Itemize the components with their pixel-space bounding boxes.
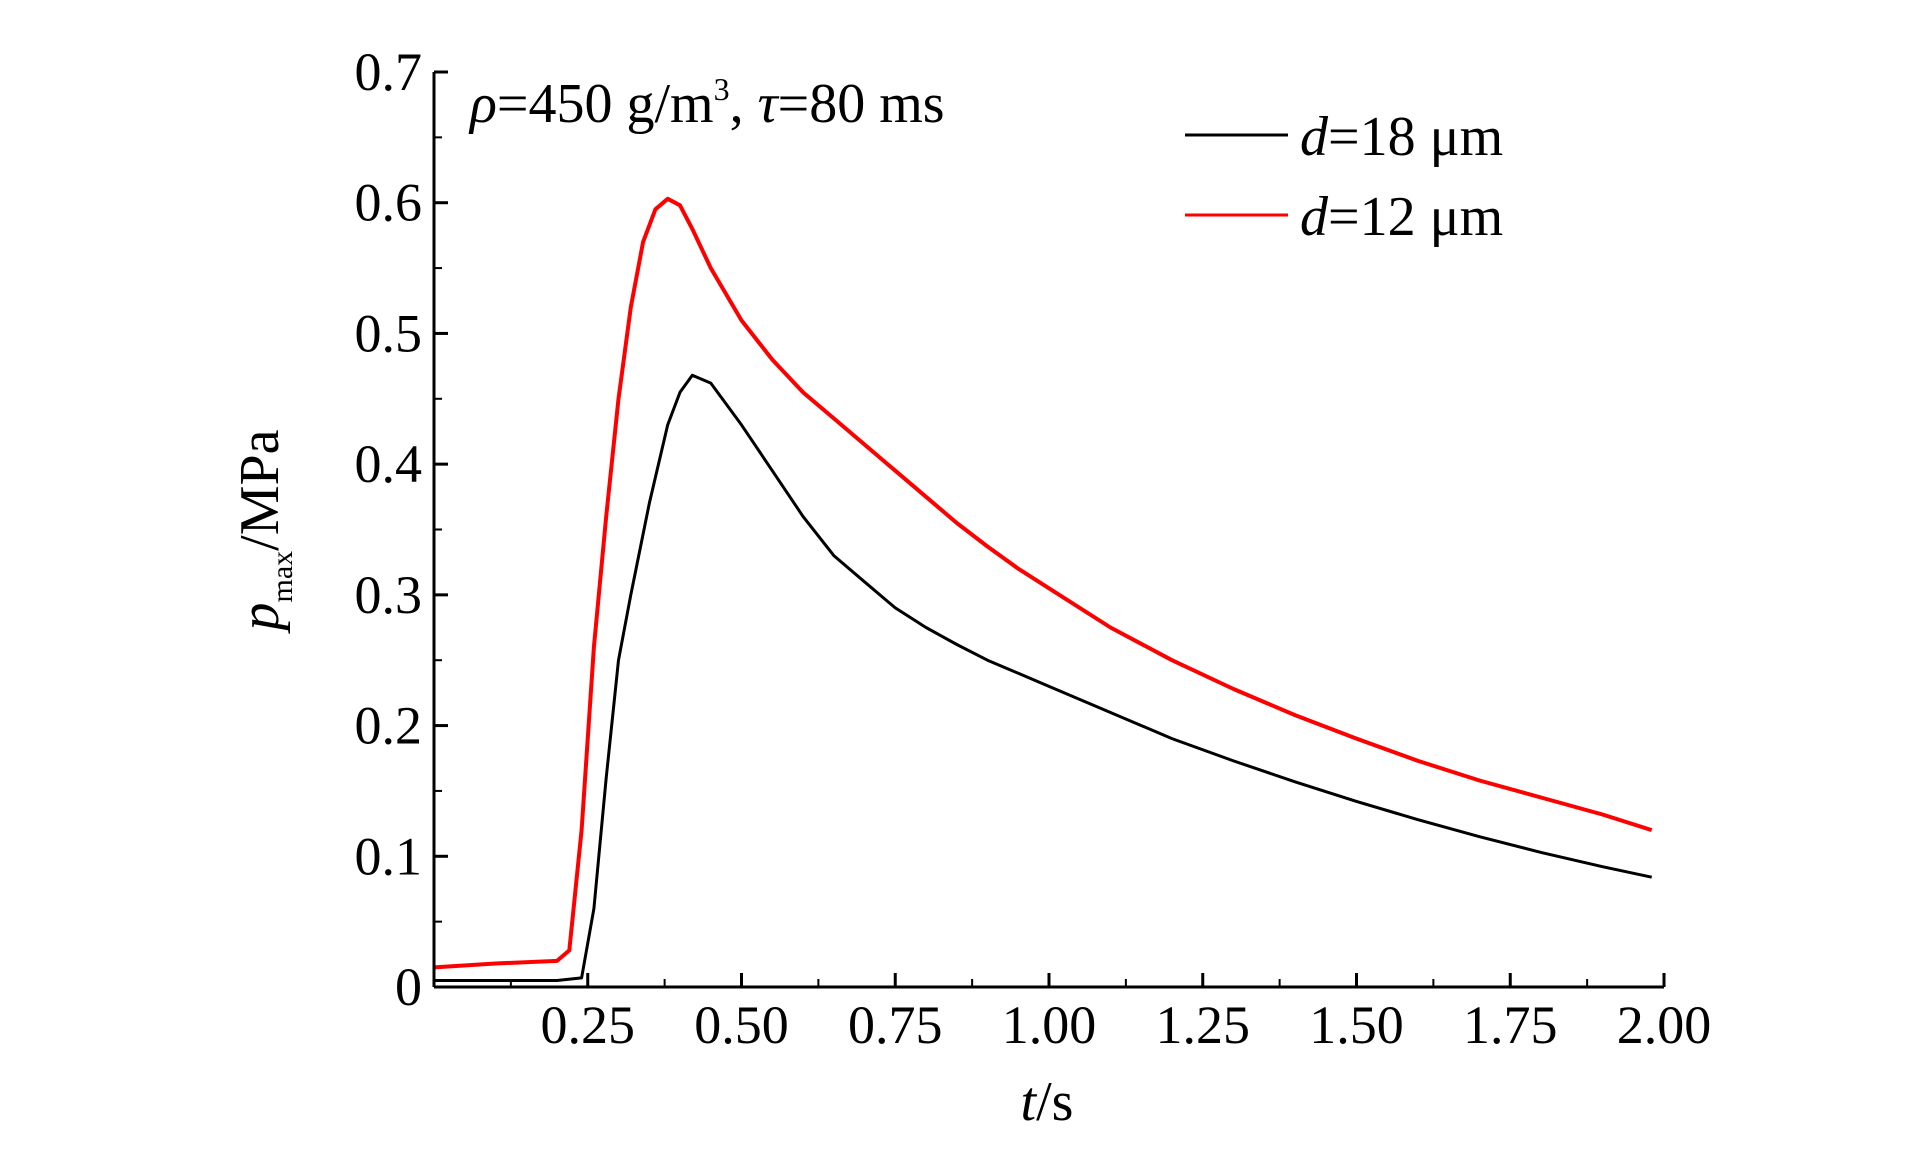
x-tick-label: 1.50 [1309, 995, 1404, 1055]
y-tick-label: 0.6 [355, 173, 423, 233]
y-tick-label: 0 [395, 957, 422, 1017]
y-tick-label: 0.5 [355, 303, 423, 363]
x-tick-label: 0.75 [848, 995, 943, 1055]
y-tick-label: 0.4 [355, 434, 423, 494]
x-tick-label: 2.00 [1617, 995, 1712, 1055]
y-tick-label: 0.2 [355, 696, 423, 756]
y-tick-label: 0.3 [355, 565, 423, 625]
condition-annotation: ρ=450 g/m3, τ=80 ms [468, 71, 945, 135]
x-tick-label: 1.75 [1463, 995, 1558, 1055]
x-tick-label: 0.25 [541, 995, 636, 1055]
x-ticks: 0.25 0.50 0.75 1.00 1.25 1.50 1.75 2.00 [509, 973, 1712, 1055]
y-ticks: 0 0.1 0.2 0.3 0.4 0.5 0.6 0.7 [355, 42, 448, 1017]
x-tick-label: 1.25 [1156, 995, 1251, 1055]
plot-area [433, 196, 1653, 982]
legend-label-d18: d=18 μm [1300, 106, 1503, 168]
x-tick-label: 1.00 [1002, 995, 1097, 1055]
x-axis-label: t/s [1021, 1071, 1074, 1133]
y-tick-label: 0.1 [355, 826, 423, 886]
legend: d=18 μm d=12 μm [1185, 106, 1503, 248]
y-axis-label: pmax/MPa [229, 429, 299, 634]
legend-label-d12: d=12 μm [1300, 186, 1503, 248]
series-line-d18 [434, 373, 1653, 982]
series-line-d12 [433, 196, 1653, 970]
x-tick-label: 0.50 [694, 995, 789, 1055]
y-tick-label: 0.7 [355, 42, 423, 102]
